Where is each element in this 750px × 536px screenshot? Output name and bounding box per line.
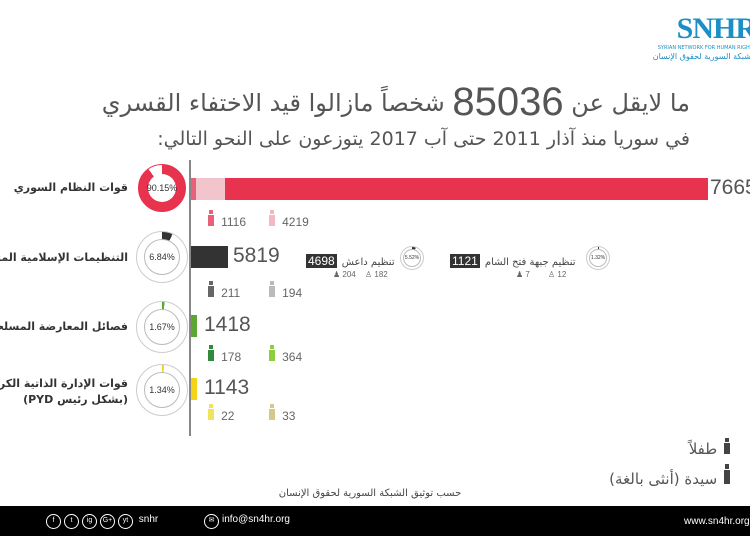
child-icon (206, 281, 216, 297)
footer: f t ig G+ yt snhr ✉ info@sn4hr.org www.sn4hr.… (0, 506, 750, 536)
bar-kurdish (191, 378, 197, 400)
bar-opposition (191, 315, 197, 337)
total-count: 85036 (452, 80, 564, 124)
legend-child: طفلاً (689, 438, 732, 458)
child-icon (206, 345, 216, 361)
subgroup-isis: تنظيم داعش 4698 (306, 254, 395, 268)
women-regime: 4219 (267, 210, 309, 230)
subheadline: في سوريا منذ آذار 2011 حتى آب 2017 يتوزع… (157, 128, 690, 150)
row-label-regime: قوات النظام السوري (13, 181, 128, 194)
woman-icon (267, 210, 277, 226)
source-note: حسب توثيق الشبكة السورية لحقوق الإنسان (278, 488, 462, 499)
children-regime: 1116 (206, 210, 246, 230)
children-opposition: 178 (206, 345, 241, 365)
isis-women: ♙ 182 (365, 270, 388, 279)
nusra-children: ♟ 7 (516, 270, 530, 279)
isis-children: ♟ 204 (333, 270, 356, 279)
legend-woman: سيدة (أنثى بالغة) (609, 464, 732, 488)
twitter-icon[interactable]: t (64, 514, 79, 529)
woman-icon (267, 404, 277, 420)
bar-islamist (191, 246, 228, 268)
bar-regime-women (191, 178, 225, 200)
social-handle: snhr (138, 514, 159, 525)
value-regime: 7665 (710, 176, 750, 199)
nusra-women: ♙ 12 (548, 270, 567, 279)
social-links: f t ig G+ yt snhr (46, 514, 158, 529)
website-link[interactable]: www.sn4hr.org (684, 516, 750, 527)
donut-nusra: 1.32% (586, 246, 610, 270)
child-icon (206, 404, 216, 420)
subgroup-nusra: تنظيم جبهة فتح الشام 1121 (450, 254, 576, 268)
value-islamist: 5819 (233, 244, 280, 267)
bar-regime (191, 178, 708, 200)
donut-kurdish: 1.34% (136, 364, 188, 416)
value-kurdish: 1143 (204, 376, 250, 399)
woman-icon (722, 464, 732, 484)
chart-axis (189, 160, 191, 436)
mail-icon: ✉ (204, 514, 219, 529)
women-opposition: 364 (267, 345, 302, 365)
row-label-opposition: فصائل المعارضة المسلحة (0, 320, 128, 333)
woman-icon (267, 281, 277, 297)
donut-regime: 90.15% (138, 164, 186, 212)
donut-opposition: 1.67% (136, 301, 188, 353)
youtube-icon[interactable]: yt (118, 514, 133, 529)
email-link[interactable]: ✉ info@sn4hr.org (204, 514, 290, 529)
children-islamist: 211 (206, 281, 240, 301)
children-kurdish: 22 (206, 404, 234, 424)
child-icon (206, 210, 216, 226)
donut-islamist: 6.84% (136, 231, 188, 283)
child-icon (722, 438, 732, 454)
row-label-kurdish: قوات الإدارة الذاتية الكردية(بشكل رئيس P… (0, 377, 128, 406)
snhr-logo: SNHR SYRIAN NETWORK FOR HUMAN RIGHTS الش… (652, 12, 750, 62)
row-label-islamist: التنظيمات الإسلامية المتشددة (0, 251, 128, 264)
woman-icon (267, 345, 277, 361)
google-plus-icon[interactable]: G+ (100, 514, 115, 529)
women-islamist: 194 (267, 281, 302, 301)
facebook-icon[interactable]: f (46, 514, 61, 529)
value-opposition: 1418 (204, 313, 251, 336)
bar-regime-children (191, 178, 196, 200)
donut-isis: 5.52% (400, 246, 424, 270)
headline: ما لايقل عن 85036 شخصاً مازالوا قيد الاخ… (101, 80, 690, 124)
instagram-icon[interactable]: ig (82, 514, 97, 529)
women-kurdish: 33 (267, 404, 295, 424)
